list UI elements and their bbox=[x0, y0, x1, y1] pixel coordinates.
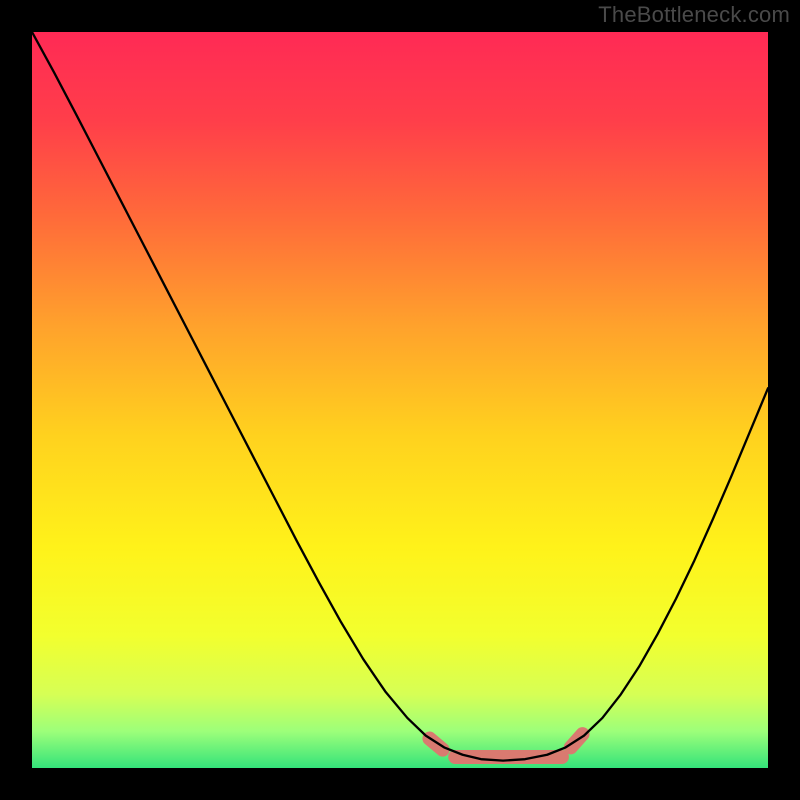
bottleneck-chart bbox=[0, 0, 800, 800]
plot-background-gradient bbox=[32, 32, 768, 768]
watermark-text: TheBottleneck.com bbox=[598, 2, 790, 28]
chart-stage: TheBottleneck.com bbox=[0, 0, 800, 800]
